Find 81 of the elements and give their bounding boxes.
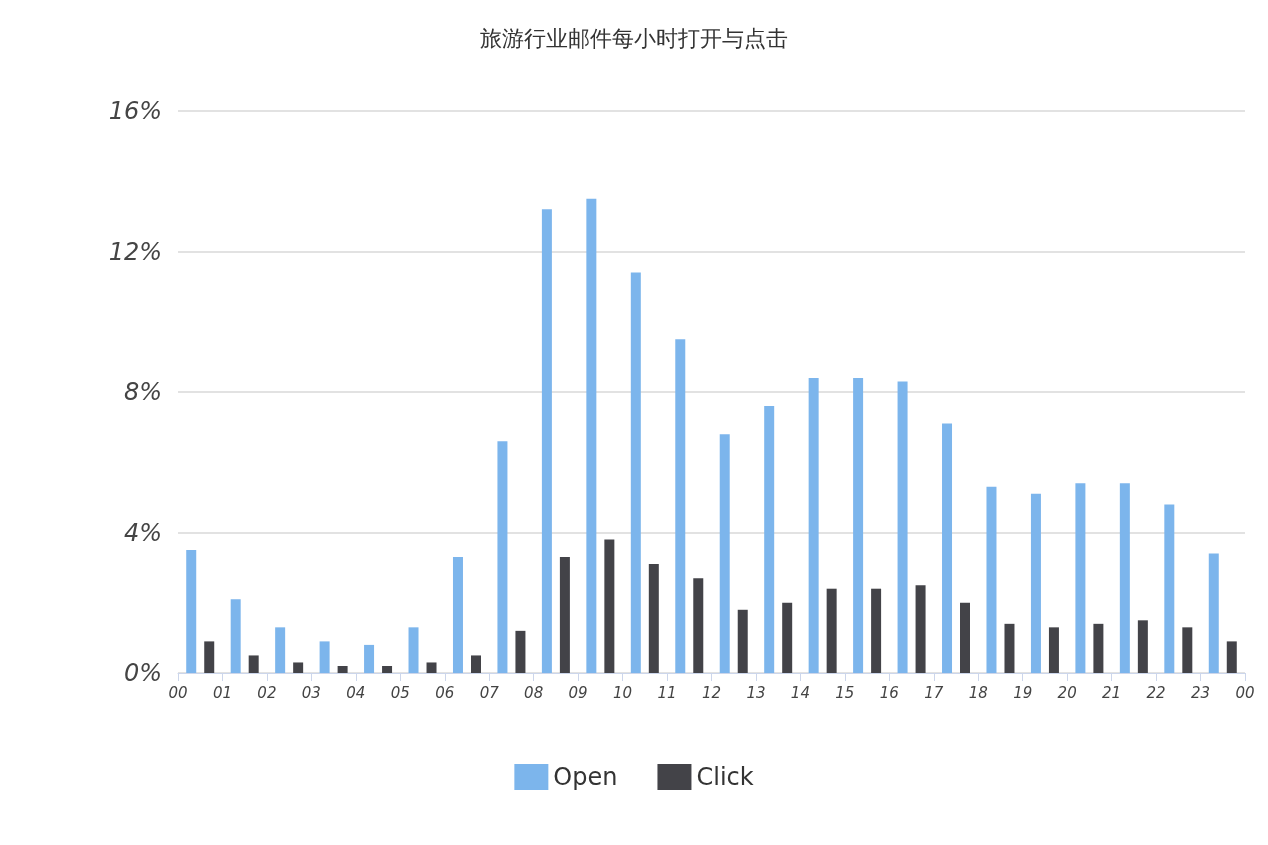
bar	[408, 627, 419, 673]
bar	[248, 655, 259, 673]
chart-title: 旅游行业邮件每小时打开与点击	[480, 25, 788, 51]
bar	[808, 377, 819, 673]
x-tick-label: 23	[1190, 683, 1211, 702]
bar	[604, 539, 615, 673]
x-tick-label: 03	[301, 683, 321, 702]
x-tick-label: 22	[1146, 683, 1166, 702]
bar	[586, 198, 597, 673]
bar	[559, 557, 570, 673]
x-tick-label: 09	[568, 683, 588, 702]
x-tick-label: 14	[790, 683, 810, 702]
y-tick-label: 0%	[123, 659, 162, 687]
x-tick-label: 00	[1235, 683, 1255, 702]
x-tick-label: 04	[346, 683, 366, 702]
x-tick-label: 17	[924, 683, 944, 702]
bar	[986, 486, 997, 673]
bar	[293, 662, 304, 673]
bar	[675, 339, 686, 673]
bar	[1208, 553, 1219, 673]
bar	[1004, 623, 1015, 673]
bar	[452, 557, 463, 673]
x-tick-label: 06	[435, 683, 455, 702]
y-tick-label: 12%	[108, 237, 162, 266]
bar	[1226, 641, 1237, 673]
y-tick-label: 8%	[123, 378, 162, 406]
bar	[719, 434, 730, 673]
x-tick-label: 13	[746, 683, 766, 702]
bar	[1075, 483, 1086, 673]
legend-label: Open	[553, 763, 618, 791]
bar	[693, 578, 704, 673]
x-tick-label: 08	[524, 683, 544, 702]
bar	[915, 585, 926, 673]
x-tick-label: 15	[835, 683, 855, 702]
bar	[737, 609, 748, 673]
bar	[960, 602, 971, 673]
legend-label: Click	[696, 763, 754, 791]
bar	[897, 381, 908, 673]
bar	[204, 641, 215, 673]
bar	[382, 665, 393, 673]
y-tick-label: 4%	[123, 518, 162, 547]
bar	[515, 630, 526, 673]
x-tick-label: 05	[390, 683, 410, 702]
bar	[1119, 483, 1130, 673]
bar	[871, 588, 882, 673]
bar	[853, 377, 864, 673]
x-tick-label: 07	[479, 683, 500, 702]
x-tick-label: 20	[1057, 683, 1077, 702]
x-tick-label: 01	[212, 683, 233, 702]
bar	[942, 423, 953, 673]
x-tick-label: 18	[968, 683, 988, 702]
bar	[497, 441, 508, 673]
bar	[319, 641, 330, 673]
y-tick-label: 16%	[108, 97, 162, 125]
x-tick-label: 16	[879, 683, 899, 702]
bar	[275, 627, 286, 673]
bar	[426, 662, 437, 673]
bar	[630, 272, 641, 673]
x-tick-label: 11	[657, 683, 677, 702]
bar	[470, 655, 481, 673]
x-tick-label: 02	[257, 683, 277, 702]
x-tick-label: 12	[701, 683, 722, 702]
bar	[1048, 627, 1059, 673]
bar	[764, 406, 775, 673]
x-tick-label: 21	[1102, 683, 1122, 702]
bar	[648, 564, 659, 673]
bar	[230, 599, 241, 673]
bar	[337, 665, 348, 673]
bar	[782, 602, 793, 673]
bar	[1093, 623, 1104, 673]
x-tick-label: 10	[613, 683, 633, 702]
bar	[1137, 620, 1148, 673]
bar	[364, 644, 375, 673]
bar	[1182, 627, 1193, 673]
bar	[186, 550, 197, 673]
bar	[1030, 493, 1041, 673]
x-tick-label: 00	[168, 683, 188, 702]
bar	[826, 588, 837, 673]
bar	[1164, 504, 1175, 673]
x-tick-label: 19	[1013, 683, 1033, 702]
bar	[541, 209, 552, 673]
